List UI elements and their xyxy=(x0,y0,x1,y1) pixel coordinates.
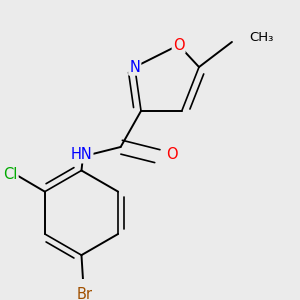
Text: N: N xyxy=(129,59,140,74)
Text: Br: Br xyxy=(76,287,93,300)
Text: O: O xyxy=(173,38,184,52)
Text: O: O xyxy=(167,147,178,162)
Text: Cl: Cl xyxy=(3,167,17,182)
Text: HN: HN xyxy=(70,147,92,162)
Text: CH₃: CH₃ xyxy=(249,31,274,44)
